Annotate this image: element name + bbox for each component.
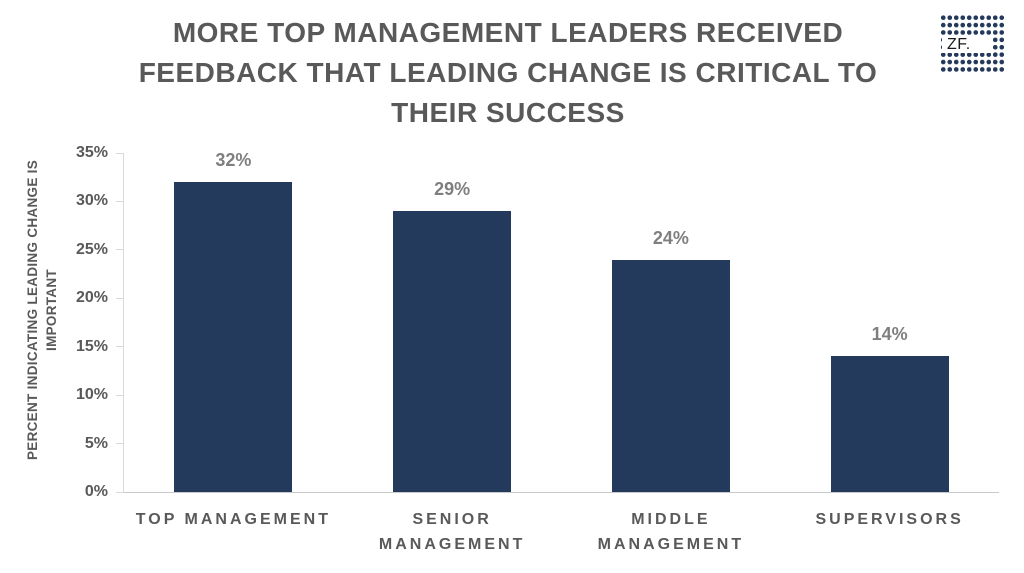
chart-title: MORE TOP MANAGEMENT LEADERS RECEIVED FEE… (138, 17, 878, 128)
bar-top-management (174, 182, 293, 492)
bar-value-label: 14% (871, 324, 908, 345)
x-category-label: SENIOR MANAGEMENT (378, 511, 526, 553)
y-tick-label: 20% (75, 289, 108, 307)
y-axis-title-line-1: PERCENT INDICATING LEADING CHANGE IS (25, 159, 40, 461)
y-tick-mark (116, 491, 124, 493)
y-tick-label: 25% (75, 240, 108, 258)
bar-value-label: 32% (215, 150, 252, 171)
x-category-label: TOP MANAGEMENT (135, 511, 331, 528)
bar-supervisors (830, 356, 949, 492)
bar-middle-management (611, 259, 730, 492)
bar-value-label: 24% (652, 227, 689, 248)
y-tick-mark (116, 394, 124, 396)
y-tick-label: 0% (84, 483, 108, 500)
y-tick-label: 10% (75, 386, 108, 404)
y-tick-label: 5% (84, 434, 108, 452)
y-tick-label: 15% (75, 337, 108, 355)
y-tick-mark (116, 200, 124, 202)
y-tick-label: 35% (75, 144, 108, 161)
x-category-label: SUPERVISORS (815, 511, 964, 528)
y-axis-title: PERCENT INDICATING LEADING CHANGE IS IMP… (23, 160, 61, 460)
y-tick-mark (116, 443, 124, 445)
plot-area: 0% 5% 10% 15% 20% 25% 30% 35% 32% TOP MANAGEMENT 2… (76, 144, 999, 553)
bar-value-label: 29% (434, 179, 471, 200)
zf-logo-text: ZF. (942, 37, 991, 53)
y-tick-mark (116, 346, 124, 348)
bar-senior-management (393, 211, 512, 492)
zf-logo: ZF. (940, 14, 1005, 73)
y-tick-label: 30% (75, 192, 108, 210)
x-category-label: MIDDLE MANAGEMENT (597, 511, 745, 553)
y-tick-mark (116, 297, 124, 299)
y-tick-mark (116, 152, 124, 154)
y-tick-mark (116, 249, 124, 251)
